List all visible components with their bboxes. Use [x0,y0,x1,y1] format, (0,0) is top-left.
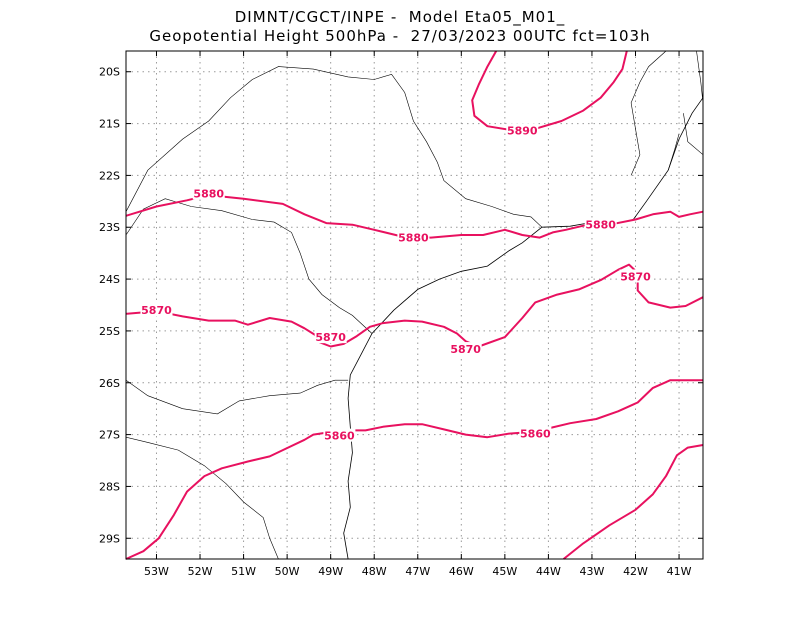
contour-label-5890: 5890 [507,124,538,137]
tick-label-lon: 52W [188,565,213,578]
tick-label-lat: 21S [99,118,120,131]
tick-label-lat: 24S [99,273,120,286]
contour-label-5870: 5870 [315,331,346,344]
contour-label-bg [192,186,225,200]
geographic-boundaries [125,50,704,560]
contour-label-bg [619,269,652,283]
chart-title-line-2: Geopotential Height 500hPa - 27/03/2023 … [149,27,651,45]
tick-label-lon: 51W [231,565,256,578]
tick-label-lat: 28S [99,480,120,493]
gridlines [126,51,703,559]
tick-label-lon: 50W [275,565,300,578]
axis-ticks: 53W 52W 51W 50W 49W 48W 47W 46W 45W 44W 43W 42W 41W 2… [99,51,703,578]
state-border [683,113,704,155]
contour-label-bg [519,426,552,440]
contour-label-bg [449,342,482,356]
tick-label-lat: 23S [99,221,120,234]
coastline [343,97,704,560]
tick-label-lat: 25S [99,325,120,338]
contour-line-5870 [125,263,704,348]
state-border [667,133,680,171]
tick-label-lon: 47W [405,565,430,578]
state-border [630,50,667,176]
contour-label-5870: 5870 [450,343,481,356]
state-border [125,379,349,415]
tick-label-lon: 45W [492,565,517,578]
state-border [125,198,373,334]
contour-line-5850 [562,444,704,560]
tick-label-lat: 29S [99,532,120,545]
contour-label-bg [140,303,173,317]
tick-label-lon: 46W [449,565,474,578]
state-border [125,436,279,560]
contour-label-bg [323,428,356,442]
contour-label-5860: 5860 [324,430,355,443]
chart-title-line-1: DIMNT/CGCT/INPE - Model Eta05_M01_ [234,8,566,26]
tick-label-lon: 49W [318,565,343,578]
tick-label-lat: 20S [99,66,120,79]
contour-label-5870: 5870 [141,304,172,317]
contour-label-bg [506,123,539,137]
geopotential-contours [125,50,704,560]
tick-label-lat: 22S [99,169,120,182]
contour-label-5870: 5870 [620,270,651,283]
contour-label-bg [584,217,617,231]
tick-label-lon: 44W [536,565,561,578]
contour-label-5880: 5880 [585,219,616,232]
contour-label-5860: 5860 [520,428,551,441]
tick-label-lon: 42W [623,565,648,578]
contour-line-5890 [471,50,628,131]
tick-label-lon: 41W [667,565,692,578]
contour-labels: 5890 5880 5880 5880 5870 5870 5870 5870 5860 5860 [140,123,652,443]
map-frame [125,50,704,560]
tick-label-lat: 26S [99,377,120,390]
state-border [696,50,704,103]
tick-label-lon: 43W [580,565,605,578]
contour-label-bg [397,230,430,244]
tick-label-lon: 48W [362,565,387,578]
contour-line-5860 [125,379,703,560]
tick-label-lat: 27S [99,429,120,442]
state-border [125,66,543,228]
contour-line-5880 [125,194,704,239]
contour-label-bg [314,330,347,344]
contour-label-5880: 5880 [193,188,224,201]
tick-label-lon: 53W [144,565,169,578]
contour-label-5880: 5880 [398,232,429,245]
